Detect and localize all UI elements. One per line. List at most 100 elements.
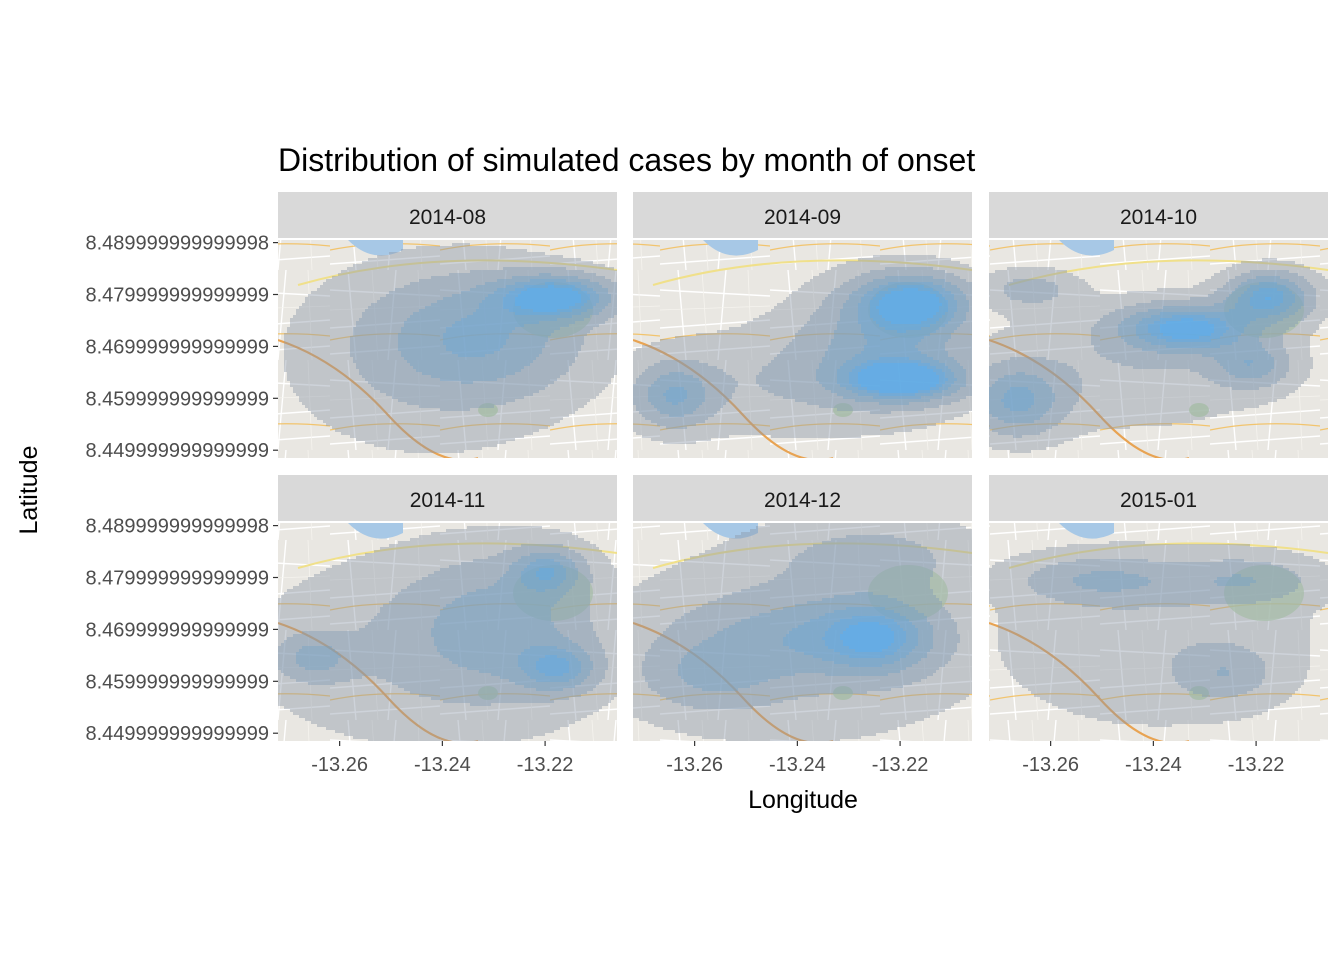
density-level (1073, 571, 1256, 676)
park-area (833, 686, 853, 700)
park-area (478, 686, 498, 700)
y-tick-label: 8.449999999999999 (85, 440, 269, 462)
facet-panel (989, 240, 1328, 458)
density-level (840, 622, 894, 652)
facet-label: 2014-09 (764, 206, 841, 229)
y-tick-label: 8.459999999999999 (85, 388, 269, 410)
density-level (284, 243, 617, 453)
x-tick-label: -13.24 (769, 754, 826, 776)
facet-strip (633, 192, 972, 238)
density-level (350, 267, 617, 411)
density-level (642, 535, 960, 709)
main-road (989, 621, 1189, 741)
y-tick-label: 8.469999999999999 (85, 336, 269, 358)
facet-strip (989, 192, 1328, 238)
main-road (633, 621, 833, 741)
facet-label: 2015-01 (1120, 489, 1197, 512)
density-level (1160, 297, 1271, 339)
facet-label: 2014-11 (410, 489, 486, 512)
x-tick-label: -13.22 (872, 754, 929, 776)
density-level (989, 270, 1316, 438)
y-axis-title: Latitude (15, 446, 43, 535)
water-body (703, 523, 758, 539)
park-area (1224, 282, 1304, 338)
facet-strip (278, 192, 617, 238)
facet-label: 2014-08 (409, 206, 486, 229)
secondary-road (297, 259, 617, 286)
park-area (513, 282, 593, 338)
x-tick-label: -13.24 (414, 754, 471, 776)
density-level (633, 523, 972, 741)
chart-root: Distribution of simulated cases by month… (15, 142, 1328, 814)
density-level (849, 285, 948, 396)
density-level (1148, 288, 1283, 342)
y-tick-label: 8.449999999999999 (85, 723, 269, 745)
secondary-road (1008, 542, 1328, 569)
water-body (348, 523, 403, 539)
x-axis-title: Longitude (748, 786, 858, 814)
x-tick-label: -13.22 (1228, 754, 1285, 776)
density-level (989, 258, 1328, 453)
x-tick-label: -13.26 (311, 754, 368, 776)
density-level (648, 276, 969, 417)
facet-panel (989, 523, 1328, 741)
y-tick-label: 8.489999999999998 (85, 233, 269, 255)
park-area (833, 403, 853, 417)
facet-label: 2014-12 (764, 489, 841, 512)
secondary-road (297, 542, 617, 569)
water-body (1059, 523, 1114, 539)
density-level (515, 285, 581, 312)
y-tick-label: 8.459999999999999 (85, 671, 269, 693)
chart-title: Distribution of simulated cases by month… (278, 142, 975, 178)
density-level (1001, 282, 1295, 411)
density-level (989, 276, 1304, 423)
density-level (443, 279, 599, 357)
y-tick-label: 8.469999999999999 (85, 619, 269, 641)
main-road (278, 621, 478, 741)
density-level (783, 607, 918, 667)
y-tick-label: 8.479999999999999 (85, 285, 269, 307)
x-tick-label: -13.22 (517, 754, 574, 776)
secondary-road (1008, 259, 1328, 286)
density-level (822, 616, 906, 658)
main-road (989, 338, 1189, 458)
water-body (348, 240, 403, 256)
x-tick-label: -13.26 (666, 754, 723, 776)
density-level (633, 267, 972, 429)
density-level (536, 568, 569, 676)
main-road (278, 338, 478, 458)
facet-strip (989, 475, 1328, 521)
density-level (663, 282, 957, 405)
density-level (1028, 559, 1301, 697)
density-level (989, 541, 1328, 727)
facet-strip (278, 475, 617, 521)
park-area (1224, 565, 1304, 621)
density-level (503, 282, 590, 315)
density-level (633, 255, 972, 444)
main-road (633, 338, 833, 458)
density-level (296, 553, 593, 691)
facet-strip (633, 475, 972, 521)
secondary-road (652, 259, 972, 286)
x-tick-label: -13.24 (1125, 754, 1182, 776)
park-area (1189, 403, 1209, 417)
y-tick-label: 8.479999999999999 (85, 568, 269, 590)
density-level (278, 526, 617, 741)
y-tick-label: 8.489999999999998 (85, 516, 269, 538)
density-level (858, 288, 942, 393)
park-area (868, 282, 948, 338)
facet-panel (633, 523, 972, 741)
water-body (703, 240, 758, 256)
water-body (1059, 240, 1114, 256)
facet-panel (278, 523, 617, 741)
park-area (1189, 686, 1209, 700)
facet-panel (278, 240, 617, 458)
park-area (513, 565, 593, 621)
facet-panel (633, 240, 972, 458)
density-level (678, 592, 933, 691)
secondary-road (652, 542, 972, 569)
x-tick-label: -13.26 (1022, 754, 1079, 776)
density-level (278, 544, 608, 706)
facet-label: 2014-10 (1120, 206, 1197, 229)
